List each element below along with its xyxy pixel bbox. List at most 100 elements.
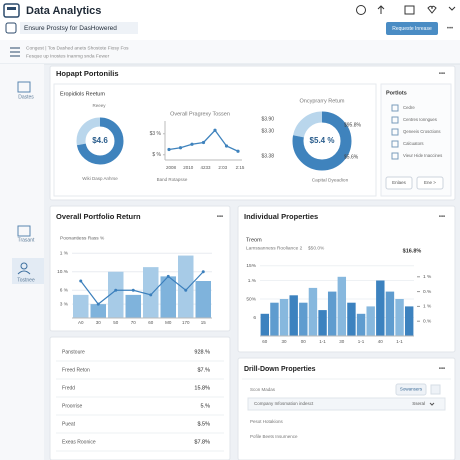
select-text[interactable]: Sseral (412, 401, 425, 406)
line-point (184, 288, 188, 292)
y-tick-label: 10.% (57, 269, 69, 275)
table-value: $7.% (197, 367, 210, 373)
x-tick-label: 1-1 (358, 339, 365, 344)
heart-icon[interactable] (427, 5, 437, 14)
list-button-label[interactable]: Enlaes (392, 180, 407, 185)
nav-label[interactable]: Tostnee (17, 277, 35, 283)
donut-center: $4.6 (92, 136, 108, 145)
list-button[interactable] (416, 176, 444, 190)
list-item[interactable]: Calcuators (403, 141, 424, 146)
line-point (213, 128, 217, 132)
bar (337, 276, 347, 336)
app-icon (7, 7, 16, 10)
donut-segment (76, 117, 124, 165)
breadcrumb-text: Congest | Tos Dashed anets Shostote Fios… (26, 45, 129, 51)
panel-menu[interactable]: ••• (439, 72, 445, 78)
dashboard-icon (5, 22, 17, 34)
list-item[interactable]: Cedre (403, 105, 415, 110)
panel-menu[interactable]: ••• (439, 367, 445, 373)
nav-selected[interactable] (12, 258, 44, 284)
x-tick-label: 00 (301, 339, 307, 344)
chart-title: Eropidiols Reetum (60, 91, 105, 97)
x-tick-label: 15 (201, 320, 207, 325)
x-tick-label: 2:03 (218, 165, 227, 170)
panel (49, 336, 231, 460)
line-point (149, 293, 153, 297)
donut-label: $3.90 (261, 116, 274, 122)
table-cell: Exeas Roonice (62, 439, 96, 445)
list-icon (391, 104, 399, 112)
bar (404, 306, 414, 336)
donut-label: $5.6% (344, 154, 359, 160)
panel-menu[interactable]: ••• (217, 215, 223, 221)
list-item[interactable]: Qeneeis Crosctions (403, 129, 441, 134)
panel-menu[interactable]: ••• (439, 215, 445, 221)
bar (143, 267, 159, 318)
line-point (201, 140, 206, 145)
list-icon (391, 116, 399, 124)
x-tick-label: 50 (113, 320, 119, 325)
line-point (166, 274, 170, 278)
line-point (178, 146, 183, 150)
line-point (79, 279, 83, 283)
chevron-icon[interactable] (448, 6, 456, 11)
chart-caption: Capital Dyeadion (312, 177, 349, 183)
bar (195, 281, 211, 318)
menu-icon[interactable] (10, 47, 20, 57)
upload-icon[interactable] (377, 5, 385, 14)
list-icon (391, 140, 399, 148)
y-tick-label: 3 % (60, 301, 69, 307)
list-item[interactable]: Centres Ionngues (403, 117, 437, 122)
x-tick-label: A0 (78, 320, 84, 325)
clock-icon[interactable] (356, 5, 366, 15)
panel-title: Hopapt Portonilis (56, 69, 119, 78)
donut-center: $5.4 % (310, 136, 335, 145)
chart-title: Overall Pragrexy Tossen (170, 111, 230, 117)
panel-title: Individual Properties (244, 212, 318, 221)
bar (73, 294, 89, 318)
line-point (236, 149, 240, 153)
window-icon[interactable] (404, 5, 415, 15)
y-tick-label: 6 (253, 315, 256, 321)
filter-label: Scon Madas (250, 387, 276, 392)
y-tick-label: 6 % (60, 288, 69, 294)
y-tick-label: 15% (246, 263, 256, 269)
drill-row[interactable]: Pesot Hotakions (250, 419, 284, 424)
list-button-label[interactable]: Ene > (424, 180, 436, 185)
toolbar-menu[interactable]: ••• (447, 26, 453, 32)
y2-tick-label: 0.% (423, 289, 432, 295)
bar (356, 313, 366, 336)
line-point (167, 147, 171, 152)
card (53, 83, 377, 197)
filter-icon[interactable] (430, 384, 441, 395)
input-text[interactable]: Company Infosmation indesct (254, 401, 314, 406)
nav-icon[interactable] (17, 81, 31, 93)
list-button[interactable] (385, 176, 413, 190)
table-cell: Fredd (62, 385, 75, 391)
request-button[interactable] (386, 22, 438, 35)
input[interactable] (247, 397, 446, 411)
list-icon (391, 152, 399, 160)
nav-icon[interactable] (17, 225, 31, 237)
request-button-label[interactable]: Requeste Inrease (392, 26, 432, 32)
x-tick-label: M0 (165, 320, 172, 325)
list-item[interactable]: Vieur Hide Inaccines (403, 153, 442, 158)
line-point (131, 288, 135, 292)
list-icon (391, 128, 399, 136)
donut-label: $3.38 (261, 153, 274, 159)
x-tick-label: 1-1 (396, 339, 403, 344)
user-icon (20, 262, 28, 270)
bar (160, 276, 176, 318)
drill-row[interactable]: Pofile Beets Insurnence (250, 434, 298, 439)
bar (260, 313, 270, 336)
filter-button[interactable] (395, 383, 427, 396)
x-tick-label: 30 (282, 339, 288, 344)
bar (318, 310, 327, 336)
filter-button-label[interactable]: Sowansers (400, 387, 423, 392)
chart-caption: Wiki Dasp Anhrse (82, 176, 118, 181)
nav-label[interactable]: Dastes (18, 94, 34, 100)
select-chevron[interactable] (429, 402, 435, 406)
nav-label[interactable]: Trasant (18, 237, 35, 243)
